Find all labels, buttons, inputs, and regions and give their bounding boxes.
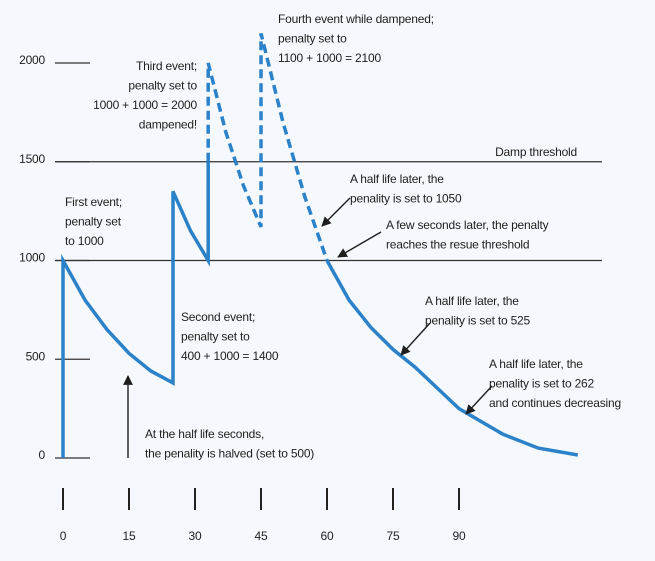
x-tick-label: 75 xyxy=(387,529,400,543)
x-tick-label: 30 xyxy=(189,529,202,543)
annotation-line: the penality is halved (set to 500) xyxy=(145,447,314,461)
annotation-line: Third event; xyxy=(136,59,197,73)
x-tick-label: 60 xyxy=(321,529,334,543)
annotation-line: A half life later, the xyxy=(350,172,444,186)
annotation-line: A half life later, the xyxy=(425,294,519,308)
annotation-line: A few seconds later, the penalty xyxy=(386,218,549,232)
annotation-arrow xyxy=(465,385,493,415)
annotation-line: penalty set to xyxy=(128,79,197,93)
annotation-line: reaches the resue threshold xyxy=(386,238,529,252)
annotation-line: 1100 + 1000 = 2100 xyxy=(278,51,381,65)
annotation-line: 1000 + 1000 = 2000 xyxy=(93,98,197,112)
annotation-line: penality is set to 262 xyxy=(489,377,595,391)
damp-threshold-label: Damp threshold xyxy=(495,145,577,159)
x-tick-label: 45 xyxy=(255,529,268,543)
annotation-line: Second event; xyxy=(181,310,255,324)
annotation-line: 400 + 1000 = 1400 xyxy=(181,349,279,363)
annotation-line: penality is set to 525 xyxy=(425,314,531,328)
annotation-line: dampened! xyxy=(139,118,197,132)
y-tick-label: 2000 xyxy=(19,53,45,67)
y-tick-label: 0 xyxy=(39,448,46,462)
annotation-line: Fourth event while dampened; xyxy=(278,12,434,26)
y-tick-label: 1500 xyxy=(19,152,45,166)
penalty-curve xyxy=(61,161,210,458)
x-tick-label: 90 xyxy=(453,529,466,543)
x-tick-label: 15 xyxy=(123,529,136,543)
annotation-arrow xyxy=(321,197,351,227)
annotation-line: First event; xyxy=(65,195,122,209)
annotation-line: penalty set to xyxy=(278,32,347,46)
annotation-line: penality is set to 1050 xyxy=(350,192,462,206)
x-tick-label: 0 xyxy=(60,529,67,543)
annotation-line: At the half life seconds, xyxy=(145,427,264,441)
annotation-line: A half life later, the xyxy=(489,357,583,371)
dampened-curve xyxy=(206,32,329,262)
y-tick-label: 1000 xyxy=(19,251,45,265)
annotation-line: penalty set xyxy=(65,215,122,229)
annotation-arrow xyxy=(400,322,431,356)
annotation-line: and continues decreasing xyxy=(489,396,621,410)
annotation-arrow xyxy=(337,231,382,258)
annotation-line: penalty set to xyxy=(181,330,250,344)
y-tick-label: 500 xyxy=(26,349,46,363)
annotation-line: to 1000 xyxy=(65,234,104,248)
penalty-curve xyxy=(325,259,579,457)
